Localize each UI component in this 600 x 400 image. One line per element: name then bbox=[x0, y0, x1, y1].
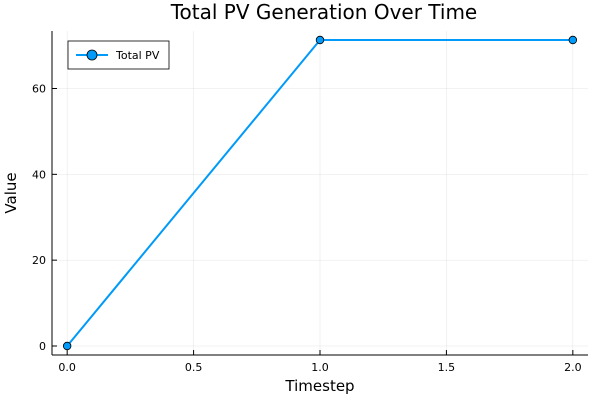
data-point bbox=[62, 341, 72, 351]
x-tick-label: 2.0 bbox=[564, 361, 582, 374]
y-tick-label: 20 bbox=[32, 254, 46, 267]
x-tick-label: 1.0 bbox=[311, 361, 329, 374]
legend: Total PV bbox=[67, 40, 170, 70]
y-axis-label: Value bbox=[2, 172, 20, 213]
legend-label: Total PV bbox=[115, 49, 160, 62]
x-tick-label: 1.5 bbox=[438, 361, 456, 374]
y-tick-label: 60 bbox=[32, 83, 46, 96]
x-axis-label: Timestep bbox=[284, 377, 354, 395]
data-point bbox=[315, 35, 325, 45]
axes bbox=[51, 31, 588, 356]
chart-title: Total PV Generation Over Time bbox=[170, 0, 478, 24]
legend-marker bbox=[86, 49, 98, 61]
data-point bbox=[568, 35, 578, 45]
x-tick-label: 0.5 bbox=[185, 361, 203, 374]
series bbox=[62, 35, 578, 351]
grid bbox=[52, 31, 588, 355]
y-tick-label: 0 bbox=[39, 340, 46, 353]
y-tick-label: 40 bbox=[32, 168, 46, 181]
x-tick-label: 0.0 bbox=[58, 361, 76, 374]
tick-labels: 0.0 0.5 1.0 1.5 2.0 0 20 40 60 bbox=[32, 83, 582, 374]
